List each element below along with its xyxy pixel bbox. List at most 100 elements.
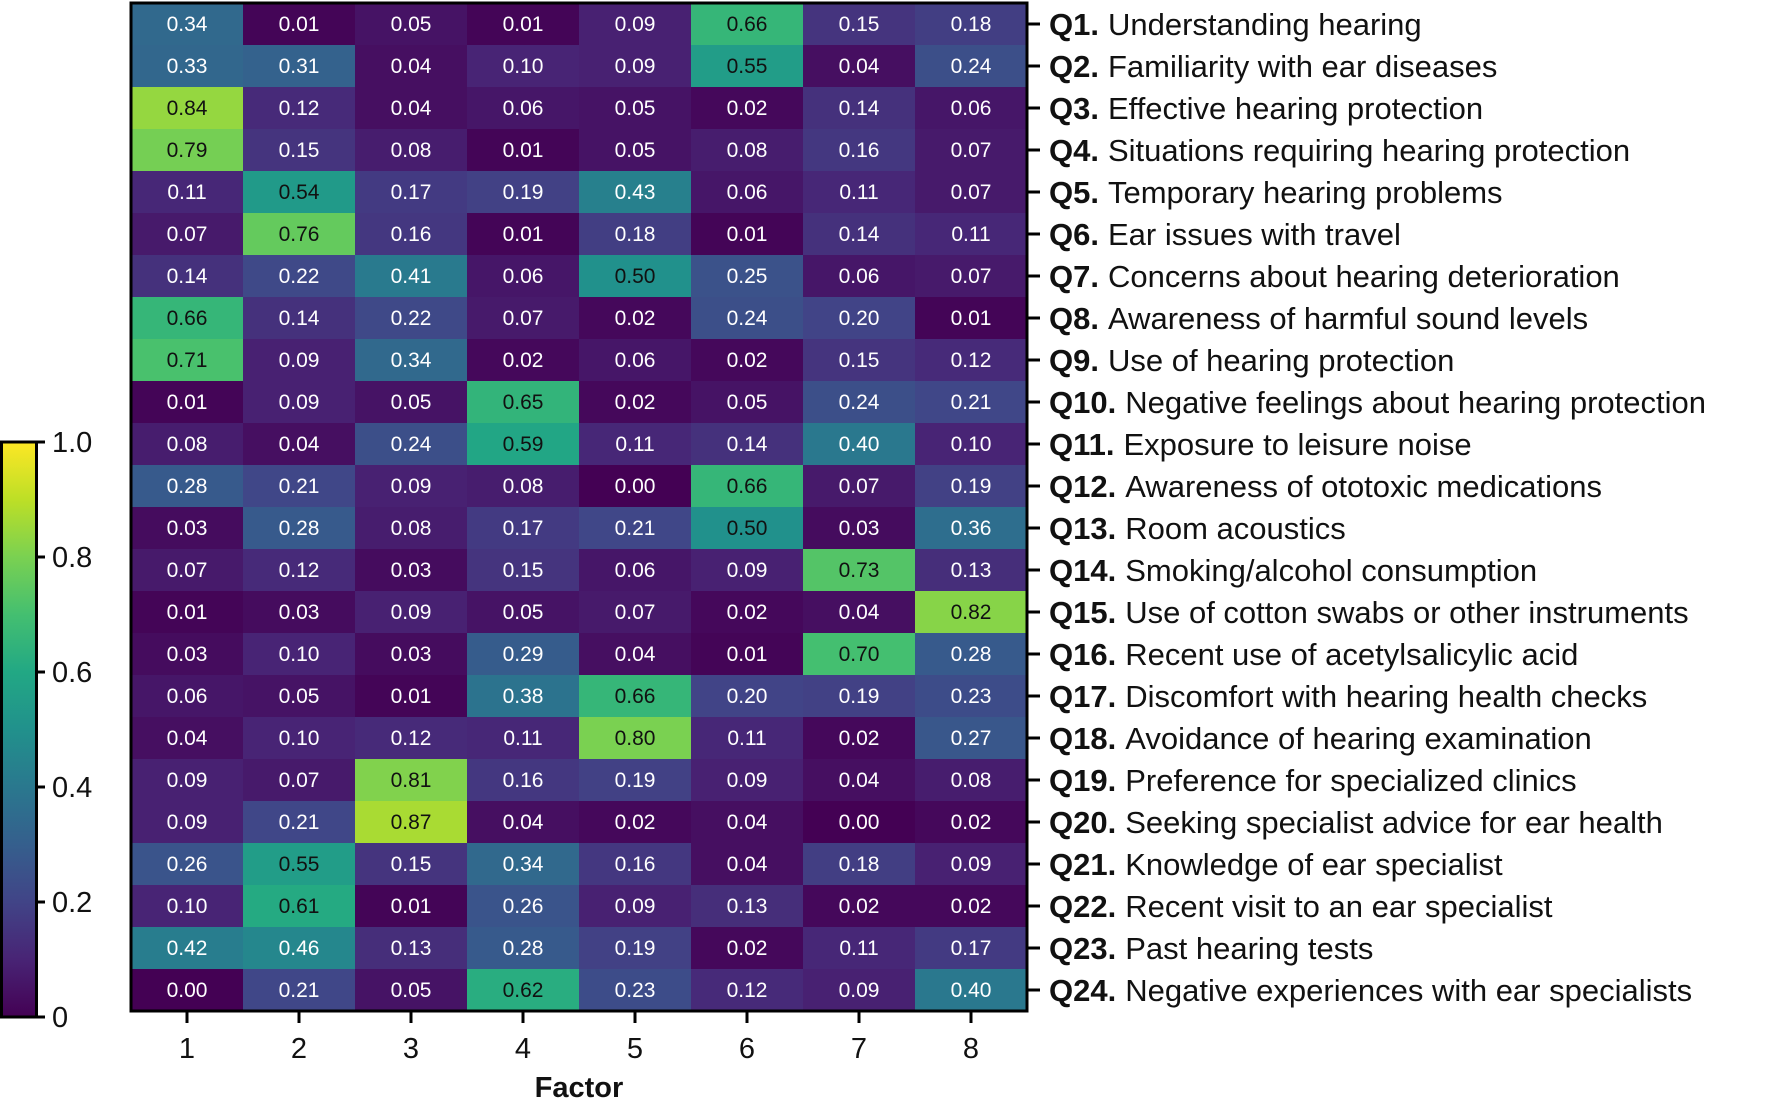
question-label: Q3. Effective hearing protection: [1049, 91, 1483, 126]
cell-fill: [803, 465, 915, 507]
cell-value: 0.16: [503, 769, 544, 792]
cell-value: 0.11: [167, 181, 206, 204]
heatmap-cell: 0.04: [803, 45, 915, 87]
heatmap-cell: 0.26: [467, 885, 579, 927]
heatmap-cell: 0.00: [803, 801, 915, 843]
cell-fill: [579, 339, 691, 381]
cell-fill: [131, 3, 243, 45]
cell-value: 0.15: [503, 559, 544, 582]
cell-fill: [915, 171, 1027, 213]
cell-fill: [467, 255, 579, 297]
cell-value: 0.25: [727, 265, 768, 288]
cell-value: 0.12: [279, 97, 320, 120]
cell-fill: [467, 843, 579, 885]
cell-fill: [803, 549, 915, 591]
question-id: Q6.: [1049, 217, 1099, 252]
cell-value: 0.07: [839, 475, 880, 498]
cell-value: 0.04: [839, 601, 880, 624]
cell-value: 0.16: [391, 223, 432, 246]
colorbar-tick-label: 0.2: [52, 887, 92, 919]
cell-value: 0.40: [839, 433, 880, 456]
cell-fill: [803, 591, 915, 633]
x-axis: 1 2 3 4 5 6 7 8: [179, 1011, 979, 1065]
cell-fill: [915, 213, 1027, 255]
cell-fill: [467, 507, 579, 549]
question-text: Seeking specialist advice for ear health: [1125, 805, 1663, 840]
question-text: Use of cotton swabs or other instruments: [1125, 595, 1688, 630]
heatmap-cell: 0.17: [355, 171, 467, 213]
cell-value: 0.65: [503, 391, 544, 414]
cell-fill: [355, 843, 467, 885]
cell-value: 0.33: [167, 55, 208, 78]
heatmap-cell: 0.11: [131, 171, 243, 213]
cell-value: 0.26: [503, 895, 544, 918]
heatmap-cell: 0.36: [915, 507, 1027, 549]
heatmap-cell: 0.10: [243, 717, 355, 759]
heatmap-cell: 0.02: [579, 297, 691, 339]
heatmap-cell: 0.05: [355, 969, 467, 1011]
heatmap-cell: 0.09: [691, 549, 803, 591]
heatmap-cell: 0.15: [243, 129, 355, 171]
cell-fill: [915, 675, 1027, 717]
cell-fill: [579, 87, 691, 129]
colorbar-gradient: [0, 440, 38, 1019]
cell-value: 0.04: [615, 643, 656, 666]
cell-value: 0.06: [503, 265, 544, 288]
cell-value: 0.36: [951, 517, 992, 540]
cell-value: 0.14: [839, 97, 880, 120]
question-text: Room acoustics: [1125, 511, 1346, 546]
cell-fill: [803, 675, 915, 717]
heatmap-cell: 0.62: [467, 969, 579, 1011]
heatmap-cell: 0.09: [915, 843, 1027, 885]
heatmap-cell: 0.08: [355, 507, 467, 549]
cell-value: 0.07: [615, 601, 656, 624]
question-label: Q21. Knowledge of ear specialist: [1049, 847, 1503, 882]
cell-value: 0.00: [839, 811, 880, 834]
cell-fill: [579, 213, 691, 255]
cell-value: 0.09: [727, 559, 768, 582]
heatmap-cell: 0.26: [131, 843, 243, 885]
x-tick-label: 7: [851, 1033, 867, 1065]
cell-fill: [803, 45, 915, 87]
cell-fill: [243, 843, 355, 885]
question-id: Q16.: [1049, 637, 1116, 672]
heatmap-cell: 0.03: [243, 591, 355, 633]
cell-value: 0.42: [167, 937, 208, 960]
heatmap-cell: 0.05: [355, 3, 467, 45]
cell-value: 0.04: [167, 727, 208, 750]
heatmap-cell: 0.08: [131, 423, 243, 465]
heatmap-cell: 0.20: [691, 675, 803, 717]
question-text: Recent use of acetylsalicylic acid: [1125, 637, 1578, 672]
heatmap-cell: 0.09: [579, 885, 691, 927]
heatmap-cell: 0.07: [467, 297, 579, 339]
cell-fill: [691, 381, 803, 423]
heatmap-cell: 0.07: [131, 213, 243, 255]
cell-fill: [467, 675, 579, 717]
question-label: Q13. Room acoustics: [1049, 511, 1346, 546]
heatmap-cell: 0.04: [355, 45, 467, 87]
question-text: Effective hearing protection: [1108, 91, 1483, 126]
heatmap-cell: 0.27: [915, 717, 1027, 759]
cell-value: 0.70: [839, 643, 880, 666]
cell-value: 0.07: [279, 769, 320, 792]
cell-fill: [467, 213, 579, 255]
heatmap-cell: 0.01: [355, 675, 467, 717]
heatmap-cell: 0.12: [691, 969, 803, 1011]
cell-fill: [243, 3, 355, 45]
cell-fill: [355, 465, 467, 507]
heatmap-cell: 0.14: [243, 297, 355, 339]
heatmap-cell: 0.02: [579, 381, 691, 423]
question-id: Q23.: [1049, 931, 1116, 966]
cell-value: 0.09: [615, 55, 656, 78]
cell-value: 0.01: [951, 307, 992, 330]
cell-fill: [691, 255, 803, 297]
cell-fill: [467, 465, 579, 507]
cell-fill: [579, 801, 691, 843]
heatmap-cell: 0.06: [579, 549, 691, 591]
heatmap-cell: 0.13: [355, 927, 467, 969]
cell-value: 0.15: [839, 13, 880, 36]
cell-value: 0.12: [279, 559, 320, 582]
cell-value: 0.04: [503, 811, 544, 834]
heatmap-cell: 0.04: [243, 423, 355, 465]
heatmap-cell: 0.82: [915, 591, 1027, 633]
